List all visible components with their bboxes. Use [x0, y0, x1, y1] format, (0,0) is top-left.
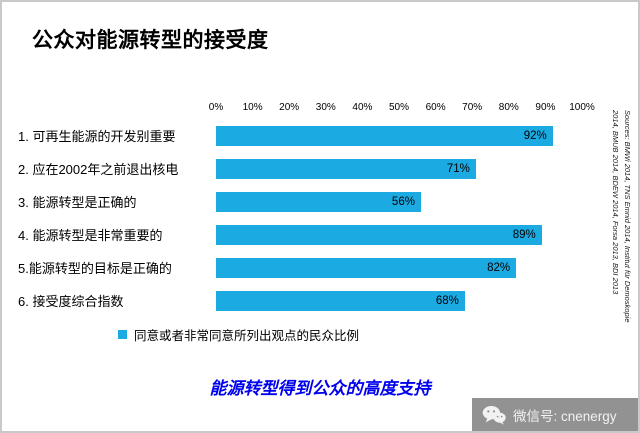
legend-label: 同意或者非常同意所列出观点的民众比例 [134, 329, 360, 343]
axis: 0% 10% 20% 30% 40% 50% 60% 70% 80% 90% 100% [18, 102, 595, 119]
source-note-line2: 2014, BMUB 2014, BDEW 2014, Forsa 2013, … [611, 110, 620, 295]
bar: 82% [216, 257, 517, 278]
source-note-line1: Sources: BMWi 2014, TNS Emnid 2014, Inst… [623, 110, 632, 323]
chart-row: 2. 应在2002年之前退出核电 71% [18, 152, 582, 185]
axis-ticks: 0% 10% 20% 30% 40% 50% 60% 70% 80% 90% 100% [209, 102, 595, 119]
watermark-label: 微信号: cnenergy [513, 408, 617, 424]
wechat-icon [482, 405, 506, 425]
chart-rows: 1. 可再生能源的开发别重要 92% 2. 应在2002年之前退出核电 71% 3. 能… [18, 119, 582, 317]
bar-track: 71% [216, 158, 582, 179]
source-note: Sources: BMWi 2014, TNS Emnid 2014, Inst… [609, 110, 633, 323]
category-label: 5.能源转型的目标是正确的 [18, 261, 172, 276]
chart-row: 6. 接受度综合指数 68% [18, 284, 582, 317]
bar-track: 56% [216, 191, 582, 212]
value-label: 89% [512, 228, 536, 241]
watermark: 微信号: cnenergy [472, 398, 638, 431]
chart-row: 3. 能源转型是正确的 56% [18, 185, 582, 218]
axis-tick: 10% [242, 102, 263, 113]
legend: 同意或者非常同意所列出观点的民众比例 [118, 325, 582, 344]
chart-row: 5.能源转型的目标是正确的 82% [18, 251, 582, 284]
bar: 56% [216, 191, 421, 212]
axis-spacer [18, 102, 216, 119]
axis-tick: 70% [462, 102, 483, 113]
axis-tick: 90% [535, 102, 556, 113]
legend-swatch-icon [118, 330, 127, 339]
bar-track: 82% [216, 257, 582, 278]
bar: 89% [216, 224, 542, 245]
axis-tick: 80% [498, 102, 519, 113]
value-label: 68% [435, 294, 459, 307]
value-label: 82% [487, 261, 511, 274]
axis-tick: 20% [279, 102, 300, 113]
bar: 92% [216, 125, 553, 146]
axis-tick: 40% [352, 102, 373, 113]
value-label: 56% [391, 195, 415, 208]
axis-tick: 60% [425, 102, 446, 113]
footer-message: 能源转型得到公众的高度支持 [209, 379, 431, 398]
axis-tick: 50% [388, 102, 410, 113]
value-label: 71% [446, 162, 470, 175]
category-label: 4. 能源转型是非常重要的 [18, 228, 163, 243]
axis-tick: 0% [208, 102, 224, 113]
value-label: 92% [523, 129, 547, 142]
category-label: 1. 可再生能源的开发别重要 [18, 129, 176, 144]
chart-row: 4. 能源转型是非常重要的 89% [18, 218, 582, 251]
bar-track: 92% [216, 125, 582, 146]
axis-tick: 100% [569, 102, 595, 113]
bar: 68% [216, 290, 465, 311]
page-title: 公众对能源转型的接受度 [32, 29, 269, 52]
bar-chart: 0% 10% 20% 30% 40% 50% 60% 70% 80% 90% 100% 1. 可再生… [18, 102, 595, 344]
category-label: 2. 应在2002年之前退出核电 [18, 162, 179, 177]
bar-track: 68% [216, 290, 582, 311]
bar: 71% [216, 158, 476, 179]
category-label: 3. 能源转型是正确的 [18, 195, 137, 210]
chart-row: 1. 可再生能源的开发别重要 92% [18, 119, 582, 152]
axis-tick: 30% [315, 102, 336, 113]
category-label: 6. 接受度综合指数 [18, 294, 124, 309]
bar-track: 89% [216, 224, 582, 245]
